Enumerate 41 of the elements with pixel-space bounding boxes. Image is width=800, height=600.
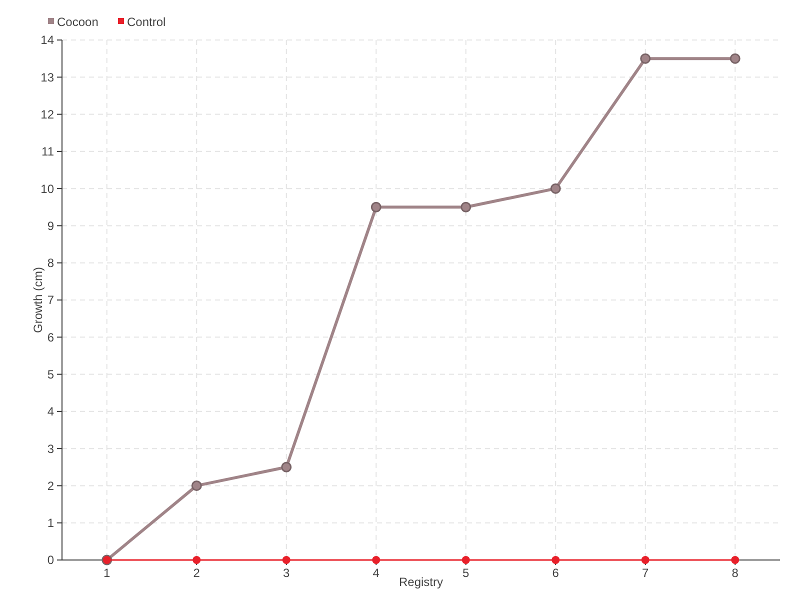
point	[550, 183, 561, 194]
point	[730, 53, 740, 64]
legend-label: Control	[127, 15, 166, 29]
y-tick-label: 5	[47, 367, 54, 382]
point	[370, 202, 382, 212]
point	[192, 556, 201, 564]
y-tick-label: 0	[47, 553, 54, 568]
y-tick-label: 1	[47, 516, 54, 530]
y-tick-label: 11	[42, 144, 54, 159]
y-tick-label: 2	[47, 478, 54, 493]
y-tick-label: 12	[40, 107, 54, 122]
y-tick-label: 6	[47, 330, 54, 344]
x-tick-label: 3	[283, 566, 290, 580]
x-tick-label: 2	[193, 566, 200, 580]
y-axis-title: Growth (cm)	[31, 266, 45, 333]
x-tick-label: 8	[732, 566, 739, 580]
y-tick-label: 8	[47, 256, 54, 270]
point	[282, 556, 290, 564]
point	[460, 202, 472, 212]
point	[372, 556, 380, 564]
x-tick-label: 7	[642, 566, 650, 580]
x-tick-label: 4	[372, 566, 380, 580]
y-tick-label: 14	[40, 33, 54, 48]
point	[191, 480, 202, 491]
x-tick-label: 6	[552, 566, 560, 580]
point	[641, 556, 650, 564]
y-tick-label: 7	[47, 293, 54, 308]
point	[552, 556, 560, 564]
y-tick-label: 4	[47, 404, 54, 419]
y-tick-label: 3	[47, 442, 54, 456]
point	[281, 462, 292, 472]
legend-label: Cocoon	[57, 15, 98, 29]
point	[640, 53, 651, 64]
y-tick-label: 10	[40, 182, 54, 196]
y-tick-label: 9	[47, 218, 54, 233]
x-axis-title: Registry	[398, 575, 444, 589]
y-tick-label: 13	[40, 70, 54, 84]
point	[731, 556, 740, 564]
point	[462, 556, 470, 564]
x-tick-label: 1	[104, 566, 111, 580]
x-tick-label: 5	[462, 566, 470, 580]
